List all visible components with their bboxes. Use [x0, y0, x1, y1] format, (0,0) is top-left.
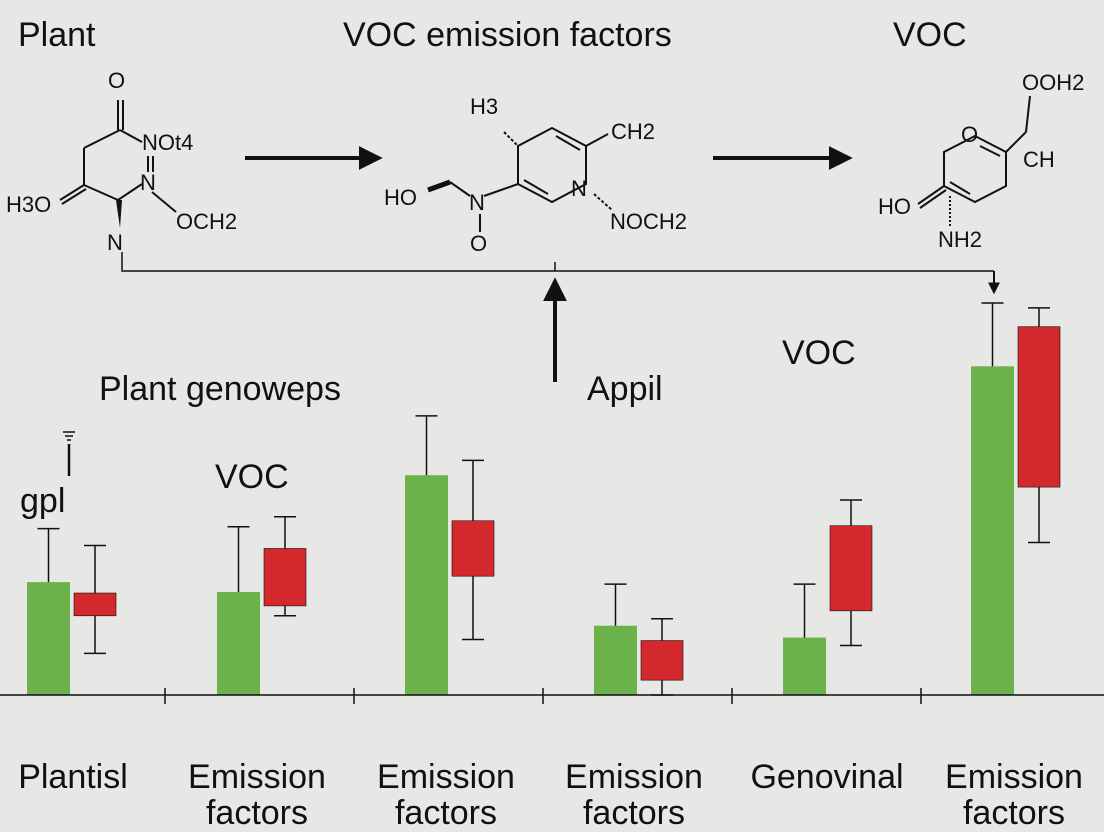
category-label-line1: Emission [565, 758, 703, 796]
red-box [451, 520, 495, 577]
red-box [73, 592, 117, 617]
category-label: Genovinal [732, 758, 922, 796]
mol3-atom-ho: HO [878, 194, 911, 219]
mol2-atom-o: O [470, 231, 488, 256]
green-bar [405, 475, 448, 695]
chart-plot [0, 302, 1104, 704]
category-label-line2: factors [205, 793, 309, 832]
category-label-line2: factors [582, 793, 686, 832]
mol1-atom-och2: OCH2 [176, 209, 238, 234]
mol2-atom-ch2: CH2 [611, 119, 656, 144]
green-bar [217, 592, 260, 695]
voc-emission-factors-title: VOC emission factors [343, 16, 672, 54]
green-bar [594, 625, 637, 695]
mol2-atom-noch2: NOCH2 [610, 209, 688, 234]
connector-line [121, 252, 994, 272]
category-label: Emission factors [919, 758, 1104, 832]
category-label-line1: Genovinal [750, 758, 904, 796]
molecule-3-structure [917, 95, 1031, 228]
category-label-line2: factors [394, 793, 498, 832]
green-bar [27, 582, 70, 695]
category-label-line2: factors [962, 793, 1066, 832]
mol3-atom-ch: CH [1023, 147, 1055, 172]
voc-title: VOC [893, 16, 967, 54]
category-label-line1: Emission [377, 758, 515, 796]
category-label: Emission factors [351, 758, 541, 832]
mol1-atom-not4: NOt4 [142, 130, 194, 155]
category-label: Emission factors [539, 758, 729, 832]
mol2-atom-n-left: N [469, 190, 485, 215]
category-label-line1: Emission [945, 758, 1083, 796]
mol2-atom-ho: HO [384, 185, 417, 210]
molecule-2-structure [427, 126, 613, 232]
gpl-symbol [63, 431, 75, 476]
category-label-line1: Plantisl [18, 758, 128, 796]
plant-title: Plant [18, 16, 96, 54]
mol3-atom-ooh2: OOH2 [1022, 70, 1085, 95]
mol3-atom-nh2: NH2 [938, 227, 983, 252]
voc-label-left: VOC [215, 458, 289, 496]
appil-label: Appil [587, 370, 663, 408]
green-bar [971, 366, 1014, 695]
mol1-atom-n: N [140, 170, 156, 195]
mol2-atom-h3: H3 [470, 94, 499, 119]
gpl-label: gpl [20, 482, 66, 520]
category-label: Emission factors [162, 758, 352, 832]
mol1-atom-h3o: H3O [6, 192, 52, 217]
plant-genoweps-label: Plant genoweps [99, 370, 341, 408]
voc-label-right: VOC [782, 334, 856, 372]
red-box [263, 548, 307, 607]
diagram [59, 95, 1031, 476]
red-box [1017, 326, 1061, 488]
mol1-atom-n-bottom: N [107, 230, 123, 255]
green-bar [783, 637, 826, 695]
category-label: Plantisl [0, 758, 168, 796]
red-box [640, 640, 684, 681]
molecule-1-structure [59, 100, 177, 228]
category-label-line1: Emission [188, 758, 326, 796]
mol1-atom-o-top: O [108, 68, 126, 93]
red-box [829, 525, 873, 612]
